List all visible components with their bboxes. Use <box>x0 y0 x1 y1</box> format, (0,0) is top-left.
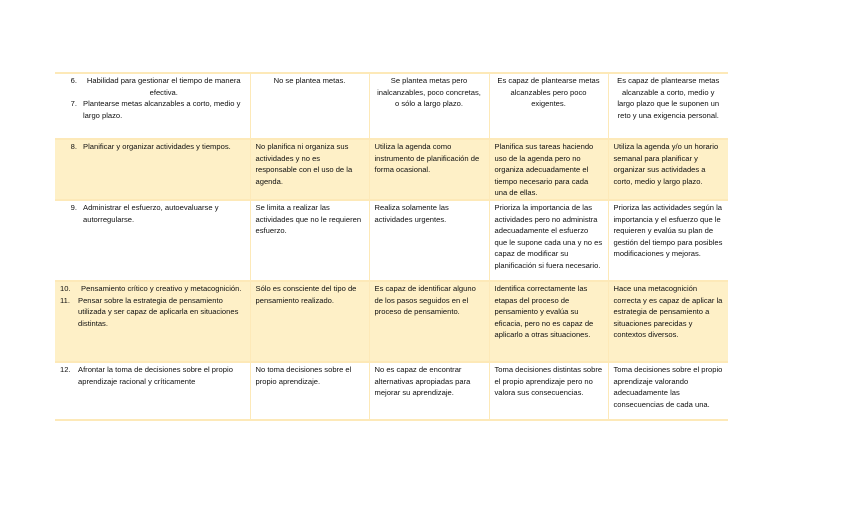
table-row: 6. Habilidad para gestionar el tiempo de … <box>55 72 728 139</box>
criterion-item: 7. Plantearse metas alcanzables a corto, … <box>60 98 245 121</box>
level-2-cell: Se plantea metas pero inalcanzables, poc… <box>368 72 489 139</box>
table-row: 9. Administrar el esfuerzo, autoevaluarse… <box>55 198 728 281</box>
item-number: 6. <box>70 76 77 85</box>
level-4-cell: Utiliza la agenda y/o un horario semanal… <box>607 138 728 200</box>
item-number: 10. <box>60 283 71 293</box>
item-number: 7. <box>70 99 77 109</box>
item-number: 12. <box>60 364 71 374</box>
item-text: Pensar sobre la estrategia de pensamient… <box>78 295 239 328</box>
rubric-table: 6. Habilidad para gestionar el tiempo de … <box>55 72 728 421</box>
level-2-cell: Realiza solamente las actividades urgent… <box>368 198 489 281</box>
item-text: Habilidad para gestionar el tiempo de ma… <box>86 76 241 97</box>
item-text: Afrontar la toma de decisiones sobre el … <box>78 364 233 386</box>
criterion-item: 9. Administrar el esfuerzo, autoevaluarse… <box>60 202 245 225</box>
criterion-cell: 6. Habilidad para gestionar el tiempo de … <box>55 72 250 139</box>
criterion-item: 11. Pensar sobre la estrategia de pensami… <box>60 295 245 330</box>
item-text: Administrar el esfuerzo, autoevaluarse y… <box>83 202 219 224</box>
level-1-cell: No toma decisiones sobre el propio apren… <box>249 360 369 421</box>
level-1-cell: No se plantea metas. <box>249 72 369 139</box>
level-2-cell: No es capaz de encontrar alternativas ap… <box>368 360 489 421</box>
level-3-cell: Prioriza la importancia de las actividad… <box>488 198 608 281</box>
level-4-cell: Toma decisiones sobre el propio aprendiz… <box>607 360 728 421</box>
item-text: Plantearse metas alcanzables a corto, me… <box>83 99 241 120</box>
criterion-item: 10. Pensamiento crítico y creativo y meta… <box>60 283 245 295</box>
level-3-cell: Planifica sus tareas haciendo uso de la … <box>488 138 608 200</box>
item-text: Pensamiento crítico y creativo y metacog… <box>81 283 242 293</box>
item-number: 11. <box>60 295 70 305</box>
criterion-item: 6. Habilidad para gestionar el tiempo de … <box>60 75 245 98</box>
criterion-item: 8. Planificar y organizar actividades y t… <box>60 141 245 153</box>
table-row: 10. Pensamiento crítico y creativo y meta… <box>55 279 728 362</box>
level-1-cell: Se limita a realizar las actividades que… <box>249 198 369 281</box>
level-1-cell: No planifica ni organiza sus actividades… <box>249 138 369 200</box>
criterion-cell: 8. Planificar y organizar actividades y t… <box>55 138 250 200</box>
level-2-cell: Utiliza la agenda como instrumento de pl… <box>368 138 489 200</box>
item-number: 9. <box>70 202 77 212</box>
level-4-cell: Hace una metacognición correcta y es cap… <box>607 279 728 362</box>
level-4-cell: Es capaz de plantearse metas alcanzable … <box>607 72 728 139</box>
criterion-cell: 10. Pensamiento crítico y creativo y meta… <box>55 279 250 362</box>
item-number: 8. <box>70 142 77 151</box>
item-text: Planificar y organizar actividades y tie… <box>83 142 231 151</box>
level-3-cell: Es capaz de plantearse metas alcanzables… <box>488 72 608 139</box>
criterion-cell: 9. Administrar el esfuerzo, autoevaluarse… <box>55 198 250 281</box>
level-4-cell: Prioriza las actividades según la import… <box>607 198 728 281</box>
level-3-cell: Identifica correctamente las etapas del … <box>488 279 608 362</box>
level-2-cell: Es capaz de identificar alguno de los pa… <box>368 279 489 362</box>
level-1-cell: Sólo es consciente del tipo de pensamien… <box>249 279 369 362</box>
table-row: 8. Planificar y organizar actividades y t… <box>55 138 728 200</box>
criterion-cell: 12. Afrontar la toma de decisiones sobre … <box>55 360 250 421</box>
level-3-cell: Toma decisiones distintas sobre el propi… <box>488 360 608 421</box>
table-row: 12. Afrontar la toma de decisiones sobre … <box>55 360 728 421</box>
criterion-item: 12. Afrontar la toma de decisiones sobre … <box>60 364 245 387</box>
